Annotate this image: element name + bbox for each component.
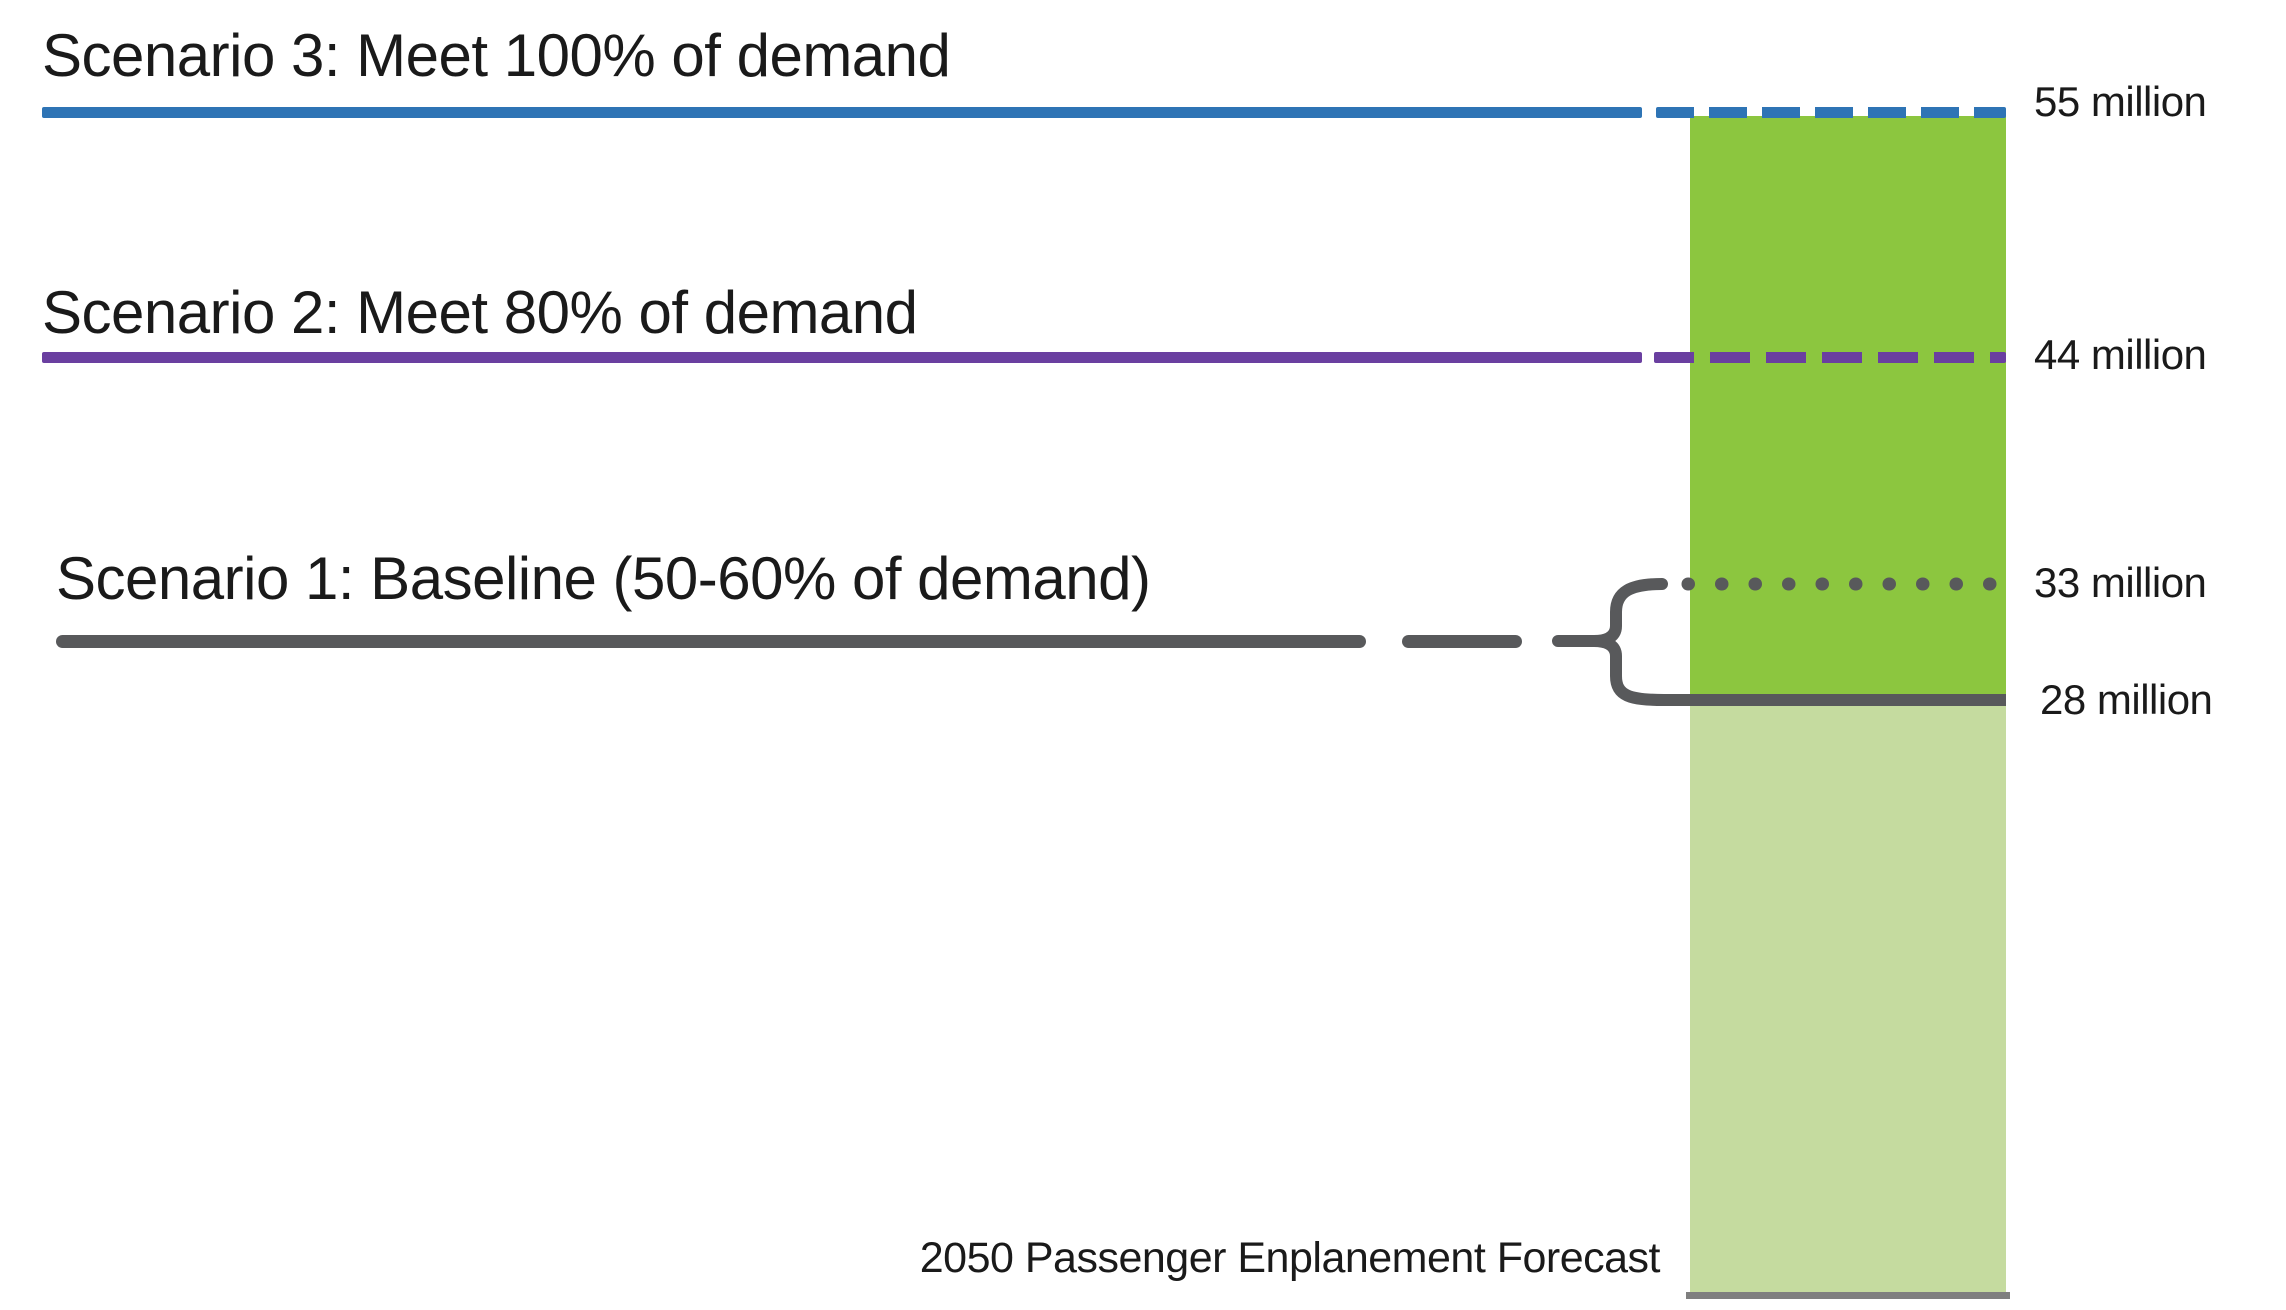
- scenario-1-range-graphic: [1552, 577, 2007, 706]
- scenario-2-label: Scenario 2: Meet 80% of demand: [42, 279, 918, 346]
- range-brace-icon: [1552, 578, 1670, 706]
- scenario-2-dashed-line: [1654, 352, 2006, 363]
- bar-segment-light-green: [1690, 700, 2006, 1292]
- bar-segment-dark-green: [1690, 116, 2006, 700]
- scenario-3-dashed-line: [1656, 107, 2006, 118]
- value-label-33: 33 million: [2034, 559, 2207, 606]
- scenario-2-line: [42, 352, 1642, 363]
- scenario-3-line: [42, 107, 1642, 118]
- scenario-1-label: Scenario 1: Baseline (50-60% of demand): [56, 545, 1151, 612]
- bar-baseline-edge: [1686, 1292, 2010, 1299]
- value-label-44: 44 million: [2034, 331, 2207, 378]
- axis-title: 2050 Passenger Enplanement Forecast: [919, 1234, 1661, 1282]
- scenario-3-label: Scenario 3: Meet 100% of demand: [42, 22, 951, 89]
- scenario-1-line-dash: [1402, 635, 1522, 648]
- scenario-1-line: [56, 635, 1366, 648]
- value-label-28: 28 million: [2040, 676, 2213, 723]
- value-label-55: 55 million: [2034, 78, 2207, 125]
